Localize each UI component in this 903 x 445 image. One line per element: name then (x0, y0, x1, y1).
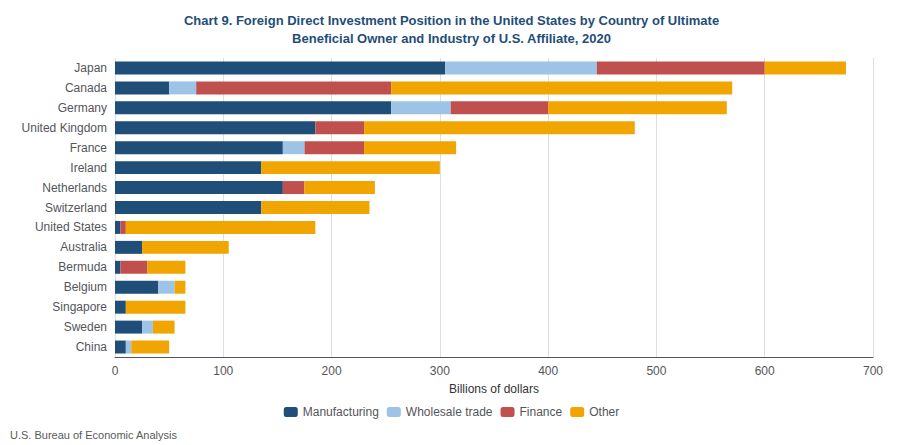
svg-text:500: 500 (646, 364, 666, 378)
svg-text:U.S. Bureau of Economic Analys: U.S. Bureau of Economic Analysis (10, 429, 177, 441)
svg-text:Manufacturing: Manufacturing (303, 405, 379, 419)
svg-text:Beneficial Owner and Industry: Beneficial Owner and Industry of U.S. Af… (292, 31, 611, 46)
svg-text:200: 200 (322, 364, 342, 378)
svg-text:United Kingdom: United Kingdom (22, 121, 107, 135)
svg-text:Billions of dollars: Billions of dollars (449, 382, 539, 396)
svg-text:700: 700 (863, 364, 883, 378)
svg-text:0: 0 (112, 364, 119, 378)
svg-text:United States: United States (35, 220, 107, 234)
svg-text:300: 300 (430, 364, 450, 378)
svg-text:Netherlands: Netherlands (42, 181, 107, 195)
svg-text:Sweden: Sweden (64, 320, 107, 334)
svg-text:Finance: Finance (520, 405, 563, 419)
svg-text:Wholesale trade: Wholesale trade (406, 405, 493, 419)
svg-text:China: China (76, 340, 108, 354)
svg-text:France: France (70, 141, 108, 155)
svg-text:Bermuda: Bermuda (58, 260, 107, 274)
svg-text:Other: Other (589, 405, 619, 419)
svg-text:Belgium: Belgium (64, 280, 107, 294)
svg-text:Switzerland: Switzerland (45, 201, 107, 215)
svg-text:Australia: Australia (60, 240, 107, 254)
svg-text:Ireland: Ireland (70, 161, 107, 175)
svg-text:Singapore: Singapore (52, 300, 107, 314)
svg-text:Japan: Japan (74, 61, 107, 75)
svg-text:Chart 9. Foreign Direct Invest: Chart 9. Foreign Direct Investment Posit… (184, 13, 719, 28)
svg-text:100: 100 (213, 364, 233, 378)
svg-text:Germany: Germany (58, 101, 107, 115)
svg-text:600: 600 (755, 364, 775, 378)
svg-text:Canada: Canada (65, 81, 107, 95)
svg-text:400: 400 (538, 364, 558, 378)
